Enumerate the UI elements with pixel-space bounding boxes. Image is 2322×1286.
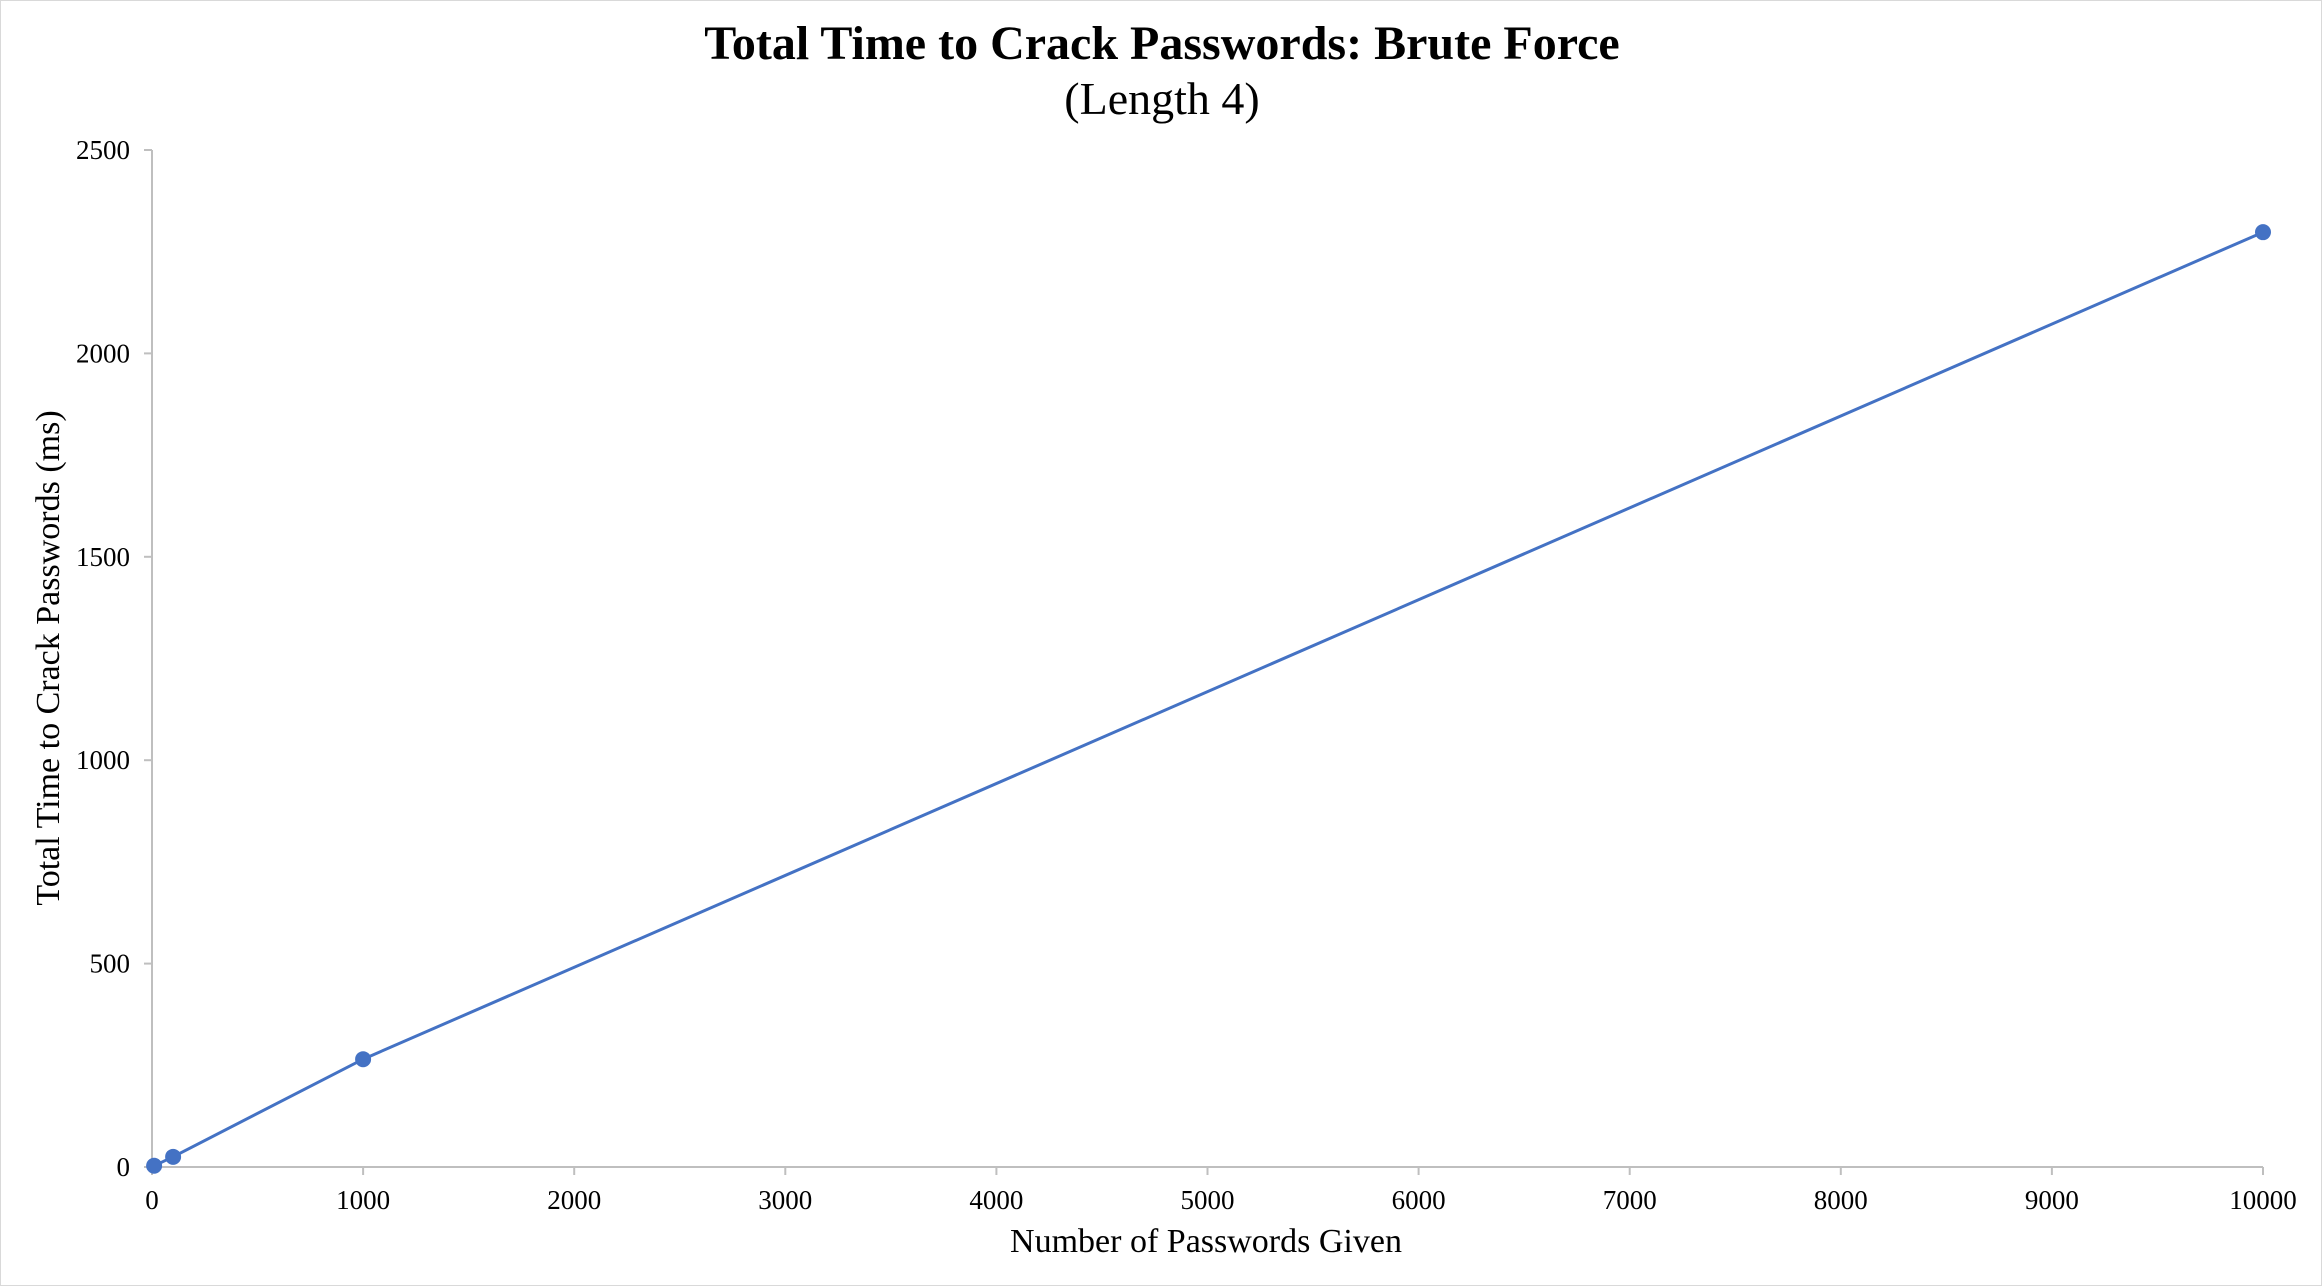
- chart-subtitle: (Length 4): [1064, 73, 1259, 124]
- chart-title: Total Time to Crack Passwords: Brute For…: [704, 17, 1619, 70]
- y-tick-label: 1000: [76, 745, 130, 775]
- series-line: [153, 230, 2264, 1168]
- y-axis-title: Total Time to Crack Passwords (ms): [30, 410, 67, 905]
- x-tick-label: 4000: [969, 1185, 1023, 1215]
- x-tick-label: 0: [145, 1185, 159, 1215]
- y-axis-ticks: 0 500 1000 1500 2000 2500: [76, 135, 152, 1182]
- data-point: [146, 1157, 163, 1174]
- y-tick-label: 1500: [76, 542, 130, 572]
- x-axis-title: Number of Passwords Given: [1010, 1223, 1402, 1260]
- x-tick-label: 3000: [758, 1185, 812, 1215]
- x-axis-ticks: 0 1000 2000 3000 4000 5000 6000 7000 8000 9000 100…: [145, 1167, 2297, 1215]
- x-tick-label: 8000: [1814, 1185, 1868, 1215]
- data-point: [2255, 224, 2271, 241]
- x-tick-label: 9000: [2025, 1185, 2079, 1215]
- y-tick-label: 2500: [76, 135, 130, 165]
- series-layer: [146, 224, 2271, 1174]
- x-tick-label: 10000: [2229, 1185, 2297, 1215]
- data-point: [165, 1148, 182, 1165]
- y-tick-label: 0: [117, 1152, 131, 1182]
- x-tick-label: 1000: [336, 1185, 390, 1215]
- data-point: [355, 1051, 372, 1068]
- y-tick-label: 500: [90, 949, 131, 979]
- y-tick-label: 2000: [76, 338, 130, 368]
- x-tick-label: 2000: [547, 1185, 601, 1215]
- x-tick-label: 5000: [1181, 1185, 1235, 1215]
- x-tick-label: 6000: [1392, 1185, 1446, 1215]
- x-tick-label: 7000: [1603, 1185, 1657, 1215]
